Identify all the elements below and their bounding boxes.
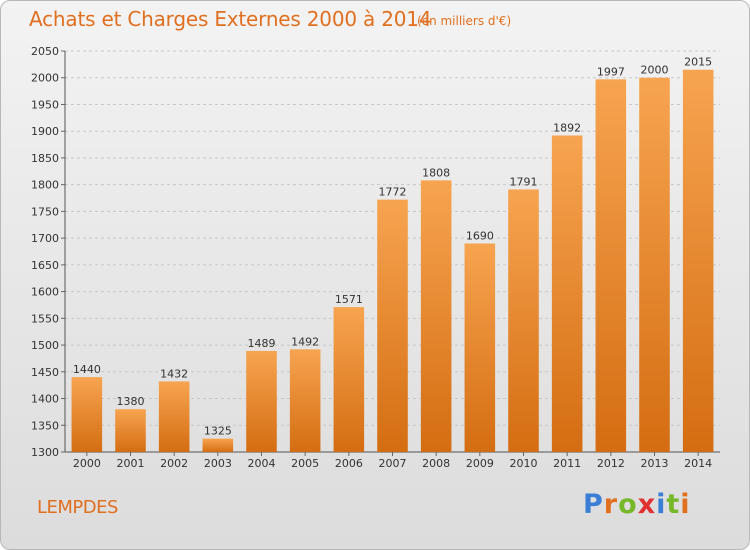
y-tick-label: 1300 [31, 446, 59, 459]
x-tick-label: 2000 [73, 457, 101, 470]
logo-letter: t [666, 489, 681, 520]
x-tick-label: 2005 [291, 457, 319, 470]
bar [246, 350, 277, 452]
y-tick-label: 2000 [31, 72, 59, 85]
x-tick-label: 2006 [335, 457, 363, 470]
y-tick-label: 1450 [31, 366, 59, 379]
bar [639, 77, 670, 452]
proxiti-logo[interactable]: Proxiti [583, 489, 691, 520]
data-label: 1325 [204, 425, 232, 438]
data-label: 1489 [248, 337, 276, 350]
y-tick-label: 1550 [31, 312, 59, 325]
bar [682, 69, 714, 453]
bar [333, 307, 365, 452]
data-label: 2015 [684, 56, 712, 69]
bar [202, 438, 234, 452]
y-tick-label: 1950 [31, 98, 59, 111]
x-tick-label: 2008 [422, 457, 450, 470]
logo-letter: P [583, 489, 604, 520]
bar [115, 409, 146, 452]
logo-letter: i [680, 489, 691, 520]
data-label: 1808 [422, 166, 450, 179]
y-tick-label: 1350 [31, 419, 59, 432]
data-label: 1772 [379, 186, 407, 199]
location-label: LEMPDES [37, 497, 118, 518]
y-tick-label: 2050 [31, 45, 59, 58]
x-tick-label: 2013 [641, 457, 669, 470]
bar [71, 377, 103, 452]
data-label: 1440 [73, 363, 101, 376]
bar [289, 349, 321, 452]
data-label: 2000 [641, 64, 669, 77]
data-label: 1892 [553, 121, 581, 134]
x-tick-label: 2014 [684, 457, 712, 470]
bar [464, 243, 496, 452]
bar [508, 189, 539, 452]
x-tick-label: 2009 [466, 457, 494, 470]
x-tick-label: 2003 [204, 457, 232, 470]
chart-title: Achats et Charges Externes 2000 à 2014 [29, 7, 432, 31]
data-label: 1571 [335, 293, 363, 306]
bar [377, 199, 408, 452]
x-tick-label: 2011 [553, 457, 581, 470]
x-tick-label: 2001 [117, 457, 145, 470]
y-tick-label: 1700 [31, 232, 59, 245]
data-label: 1432 [160, 367, 188, 380]
y-tick-label: 1650 [31, 259, 59, 272]
y-tick-label: 1600 [31, 286, 59, 299]
data-label: 1997 [597, 65, 625, 78]
y-tick-label: 1750 [31, 205, 59, 218]
bar [551, 135, 583, 452]
data-label: 1690 [466, 229, 494, 242]
y-tick-label: 1850 [31, 152, 59, 165]
bars [71, 69, 714, 453]
axes: 1300 1350 1400 1450 1500 1550 1600 1650 1700 1750… [31, 45, 720, 470]
data-labels: 1440 1380 1432 1325 1489 1492 1571 1772 1808 1690… [73, 56, 712, 438]
bar [595, 79, 627, 452]
bar [420, 180, 452, 452]
logo-letter: x [637, 489, 657, 520]
data-label: 1791 [510, 175, 538, 188]
data-label: 1380 [117, 395, 145, 408]
data-label: 1492 [291, 335, 319, 348]
y-tick-label: 1900 [31, 125, 59, 138]
y-tick-label: 1400 [31, 393, 59, 406]
logo-letter: r [603, 489, 619, 520]
y-tick-label: 1500 [31, 339, 59, 352]
bar [158, 381, 190, 452]
x-tick-label: 2002 [160, 457, 188, 470]
x-tick-label: 2010 [510, 457, 538, 470]
x-tick-label: 2004 [248, 457, 276, 470]
x-tick-label: 2007 [379, 457, 407, 470]
x-tick-label: 2012 [597, 457, 625, 470]
logo-letter: o [618, 489, 638, 520]
y-tick-label: 1800 [31, 179, 59, 192]
logo-letter: i [656, 489, 667, 520]
chart-subtitle: (en milliers d'€) [417, 14, 512, 28]
